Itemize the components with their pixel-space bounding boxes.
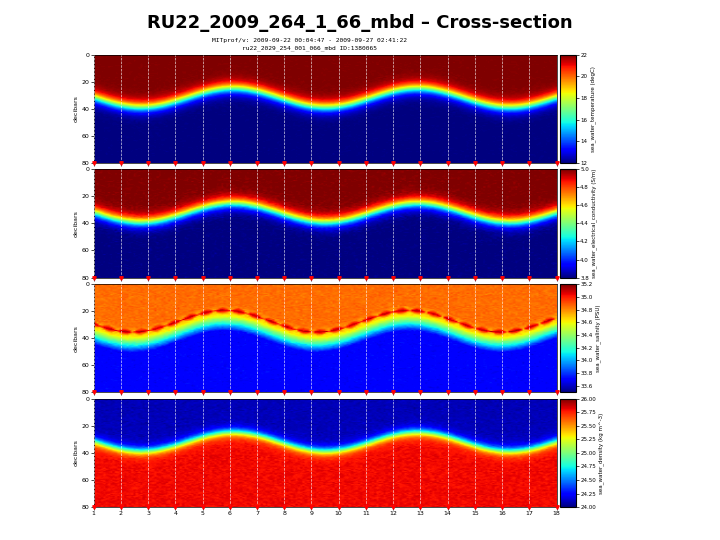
Y-axis label: decibars: decibars — [73, 325, 78, 352]
Y-axis label: sea_water_density (kg m^-3): sea_water_density (kg m^-3) — [599, 413, 604, 494]
Y-axis label: sea_water_electrical_conductivity (S/m): sea_water_electrical_conductivity (S/m) — [592, 168, 598, 278]
Y-axis label: decibars: decibars — [73, 95, 78, 122]
Y-axis label: decibars: decibars — [73, 210, 78, 237]
Text: MITprof/v: 2009-09-22 00:04:47 - 2009-09-27 02:41:22: MITprof/v: 2009-09-22 00:04:47 - 2009-09… — [212, 38, 407, 43]
Y-axis label: decibars: decibars — [73, 440, 78, 467]
Text: RU22_2009_264_1_66_mbd – Cross-section: RU22_2009_264_1_66_mbd – Cross-section — [147, 14, 573, 31]
Y-axis label: sea_water_temperature (degC): sea_water_temperature (degC) — [590, 66, 595, 152]
Text: ru22_2029_254_001_066_mbd ID:1380065: ru22_2029_254_001_066_mbd ID:1380065 — [242, 45, 377, 51]
Y-axis label: sea_water_salinity (PSU): sea_water_salinity (PSU) — [595, 305, 601, 372]
